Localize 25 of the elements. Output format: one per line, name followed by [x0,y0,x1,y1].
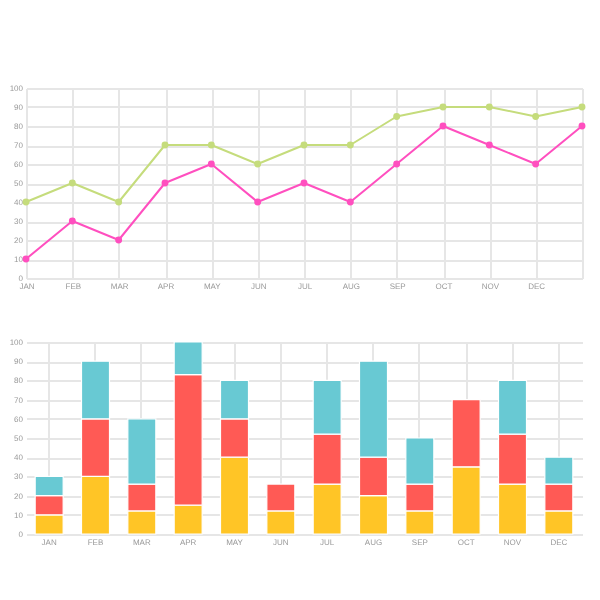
point [439,103,447,111]
point [254,160,262,168]
point [485,141,493,149]
point [254,198,262,206]
point [22,255,30,263]
point [68,179,76,187]
point [578,122,586,130]
point [115,236,123,244]
point [532,160,540,168]
point [115,198,123,206]
point [300,179,308,187]
point [161,179,169,187]
point [578,103,586,111]
point [393,113,401,120]
point [439,122,447,130]
point [532,113,540,120]
point [207,141,215,149]
point [161,141,169,149]
point [346,141,354,149]
point [346,198,354,206]
point [485,103,493,111]
point [393,160,401,168]
point [207,160,215,168]
point [68,217,76,225]
point [300,141,308,149]
